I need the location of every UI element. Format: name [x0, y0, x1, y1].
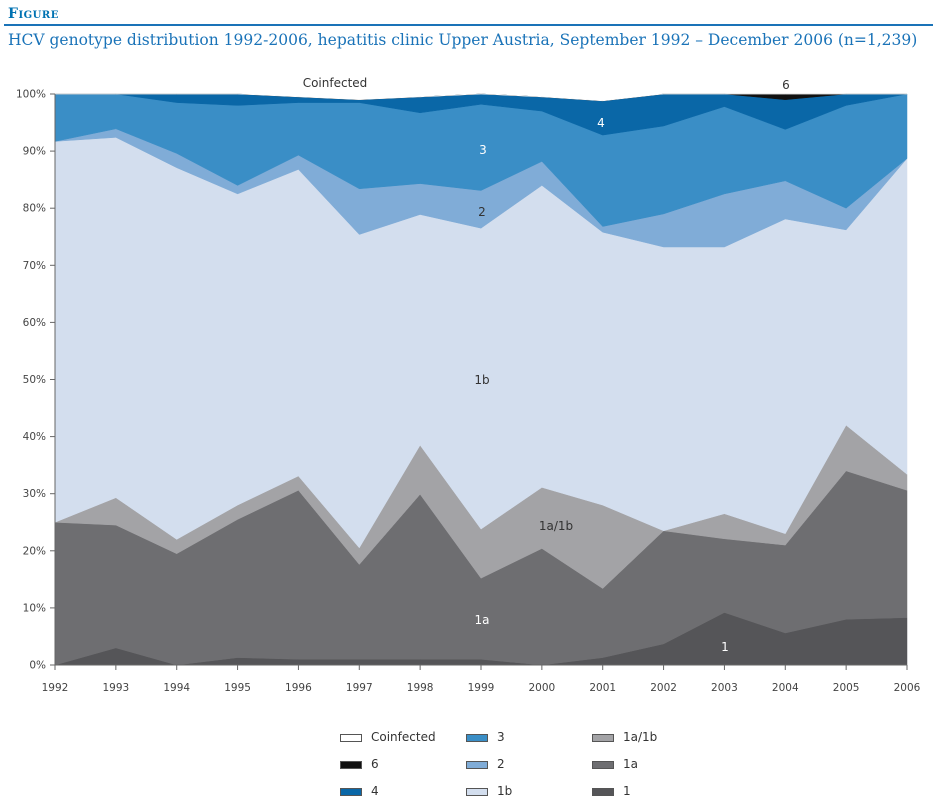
y-tick-label: 60%	[23, 317, 46, 329]
y-tick-label: 80%	[23, 203, 46, 215]
x-tick-label: 1996	[285, 682, 312, 694]
x-tick-label: 2004	[772, 682, 799, 694]
chart-title: HCV genotype distribution 1992-2006, hep…	[8, 31, 918, 49]
annotation-1a-1b: 1a/1b	[539, 519, 573, 533]
y-tick-label: 90%	[23, 146, 46, 158]
annotation-4: 4	[597, 116, 605, 130]
x-tick-label: 1992	[42, 682, 69, 694]
x-tick-label: 1997	[346, 682, 373, 694]
annotation-3: 3	[479, 143, 487, 157]
chart-legend: Coinfected 6 4 3 2 1b 1a/1b 1a 1	[340, 729, 660, 801]
legend-label: 1b	[497, 784, 513, 798]
x-tick-label: 1993	[102, 682, 129, 694]
y-tick-label: 70%	[23, 260, 46, 272]
legend-label: 6	[371, 757, 379, 771]
legend-swatch	[466, 734, 488, 742]
area-coinfected	[55, 93, 907, 102]
legend-label: 1a/1b	[623, 730, 658, 744]
figure-label: Figure	[8, 6, 59, 22]
legend-label: 4	[371, 784, 379, 798]
legend-label: 2	[497, 757, 505, 771]
x-tick-label: 2001	[589, 682, 616, 694]
y-tick-label: 40%	[23, 431, 46, 443]
annotation-coinfected: Coinfected	[303, 76, 368, 90]
legend-swatch	[340, 734, 362, 742]
y-tick-label: 100%	[16, 89, 46, 101]
y-tick-label: 50%	[23, 374, 46, 386]
legend-label: 1	[623, 784, 631, 798]
x-tick-label: 1998	[407, 682, 434, 694]
legend-label: 3	[497, 730, 505, 744]
x-tick-label: 2005	[833, 682, 860, 694]
x-tick-label: 2006	[894, 682, 921, 694]
legend-swatch	[340, 788, 362, 796]
annotation-2: 2	[478, 205, 486, 219]
x-tick-label: 1994	[163, 682, 190, 694]
legend-swatch	[592, 761, 614, 769]
figure-rule	[4, 24, 933, 26]
annotation-1b: 1b	[474, 373, 489, 387]
annotation-1: 1	[721, 640, 729, 654]
legend-label: Coinfected	[371, 730, 436, 744]
legend-swatch	[592, 734, 614, 742]
legend-label: 1a	[623, 757, 638, 771]
y-tick-label: 10%	[23, 602, 46, 614]
legend-swatch	[466, 788, 488, 796]
x-tick-label: 2000	[528, 682, 555, 694]
annotation-6: 6	[782, 78, 790, 92]
y-tick-label: 0%	[29, 660, 46, 672]
x-tick-label: 2003	[711, 682, 738, 694]
x-tick-label: 1999	[468, 682, 495, 694]
legend-swatch	[340, 761, 362, 769]
annotation-1a: 1a	[475, 613, 490, 627]
y-tick-label: 20%	[23, 545, 46, 557]
legend-swatch	[466, 761, 488, 769]
legend-swatch	[592, 788, 614, 796]
y-tick-label: 30%	[23, 488, 46, 500]
x-tick-label: 2002	[650, 682, 677, 694]
x-tick-label: 1995	[224, 682, 251, 694]
